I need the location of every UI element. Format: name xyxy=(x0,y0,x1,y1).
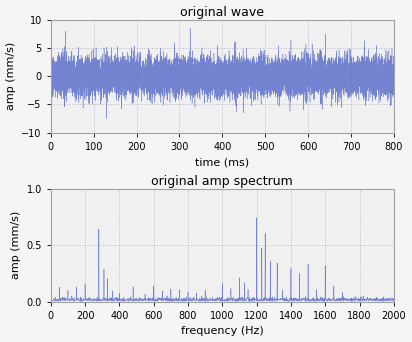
Title: original wave: original wave xyxy=(180,6,265,19)
Y-axis label: amp (mm/s): amp (mm/s) xyxy=(11,211,21,279)
Title: original amp spectrum: original amp spectrum xyxy=(152,175,293,188)
Y-axis label: amp (mm/s): amp (mm/s) xyxy=(6,42,16,110)
X-axis label: time (ms): time (ms) xyxy=(195,157,249,167)
X-axis label: frequency (Hz): frequency (Hz) xyxy=(181,326,264,336)
